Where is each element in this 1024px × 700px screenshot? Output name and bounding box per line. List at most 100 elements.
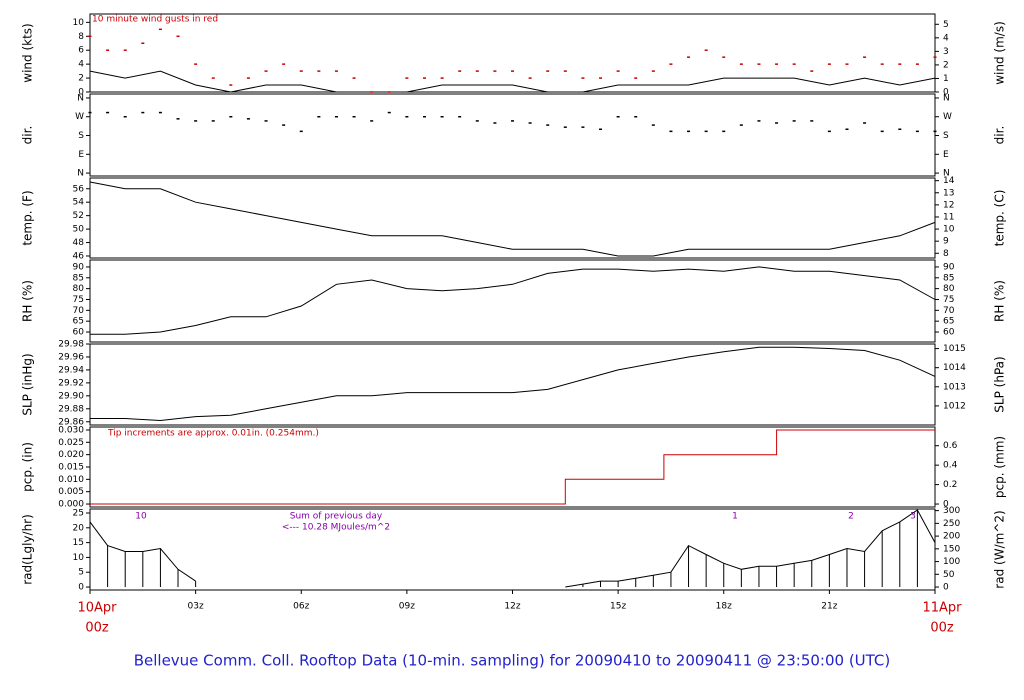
point xyxy=(282,124,286,126)
point xyxy=(880,63,884,65)
point xyxy=(405,77,409,79)
bar xyxy=(600,581,602,588)
point xyxy=(704,130,708,133)
panel-frame xyxy=(89,426,936,508)
bar xyxy=(670,572,672,588)
point xyxy=(933,56,937,58)
bar xyxy=(107,545,109,588)
bar xyxy=(740,569,742,588)
point xyxy=(299,70,303,72)
y-tick-label: W xyxy=(75,112,84,122)
y-tick-label: N xyxy=(77,169,84,179)
y2-tick-label: 70 xyxy=(943,306,955,316)
y-axis-label: RH (%) xyxy=(21,280,35,322)
y2-tick-label: 0 xyxy=(943,500,949,510)
y2-tick-label: 1012 xyxy=(943,401,966,411)
y2-tick-label: E xyxy=(943,150,949,160)
y2-tick-label: 1015 xyxy=(943,344,966,354)
bar xyxy=(635,578,637,588)
y2-tick-label: 300 xyxy=(943,506,960,516)
point xyxy=(599,77,603,79)
point xyxy=(317,70,321,72)
y-tick-label: 0.010 xyxy=(58,475,84,485)
point xyxy=(634,115,638,118)
y2-tick-label: 100 xyxy=(943,557,960,567)
annotation: Sum of previous day xyxy=(290,512,383,522)
point xyxy=(141,111,145,114)
y-tick-label: 75 xyxy=(73,295,84,305)
point xyxy=(123,49,127,51)
y-tick-label: 10 xyxy=(73,553,85,563)
bar xyxy=(142,551,144,588)
point xyxy=(792,120,796,122)
y2-tick-label: W xyxy=(943,112,952,122)
x-tick-label: 15z xyxy=(610,602,626,612)
y2-tick-label: 5 xyxy=(943,20,949,30)
bar xyxy=(793,563,795,588)
annotation: 1 xyxy=(732,512,738,522)
x-tick-label: 00z xyxy=(85,621,109,636)
bar xyxy=(864,551,866,588)
y2-tick-label: 150 xyxy=(943,544,960,554)
bar xyxy=(934,542,936,588)
x-tick-label: 18z xyxy=(716,602,732,612)
point xyxy=(845,128,849,131)
y2-tick-label: 50 xyxy=(943,570,955,580)
panel-frame xyxy=(89,259,936,343)
point xyxy=(211,77,215,79)
y2-tick-label: 2 xyxy=(943,60,949,70)
point xyxy=(229,84,233,86)
point xyxy=(370,91,374,93)
y-tick-label: 0.025 xyxy=(58,438,84,448)
bar xyxy=(177,569,179,588)
point xyxy=(475,120,479,122)
x-tick-label: 12z xyxy=(504,602,520,612)
point xyxy=(528,122,532,124)
y-tick-label: 29.88 xyxy=(58,404,84,414)
point xyxy=(352,115,356,118)
y2-tick-label: 90 xyxy=(943,262,955,272)
y-axis-label: dir. xyxy=(21,126,35,145)
bar xyxy=(688,545,690,588)
y-tick-label: 15 xyxy=(73,538,84,548)
point xyxy=(176,35,180,38)
panel-frame xyxy=(89,508,936,591)
point xyxy=(493,70,497,72)
y-tick-label: 46 xyxy=(73,251,85,261)
point xyxy=(176,118,180,120)
x-tick-label: 09z xyxy=(399,602,415,612)
point xyxy=(493,122,497,124)
point xyxy=(687,56,691,58)
line xyxy=(90,346,936,422)
point xyxy=(616,115,620,118)
x-tick-date: 11Apr xyxy=(922,601,962,616)
point xyxy=(352,77,356,79)
line xyxy=(90,266,936,335)
annotation: Tip increments are approx. 0.01in. (0.25… xyxy=(107,429,319,439)
point xyxy=(722,130,726,133)
y2-tick-label: 8 xyxy=(943,249,949,259)
point xyxy=(757,63,761,65)
panel-frame xyxy=(89,13,936,93)
point xyxy=(827,63,831,65)
bar xyxy=(652,575,654,588)
point xyxy=(845,63,849,65)
point xyxy=(264,120,268,122)
point xyxy=(687,130,691,133)
point xyxy=(563,126,567,128)
y-axis-label: rad(Lgly/hr) xyxy=(21,514,35,585)
y-tick-label: 60 xyxy=(73,328,85,338)
point xyxy=(511,120,514,122)
y-tick-label: 10 xyxy=(73,18,85,28)
point xyxy=(704,49,708,51)
y2-tick-label: 14 xyxy=(943,176,955,186)
point xyxy=(123,115,127,118)
y-tick-label: 2 xyxy=(78,74,84,84)
point xyxy=(880,130,884,133)
point xyxy=(616,70,620,72)
y-tick-label: 85 xyxy=(73,273,84,283)
line xyxy=(90,429,935,505)
y2-axis-label: SLP (hPa) xyxy=(993,356,1007,412)
bar xyxy=(828,554,830,588)
bar xyxy=(159,548,161,588)
